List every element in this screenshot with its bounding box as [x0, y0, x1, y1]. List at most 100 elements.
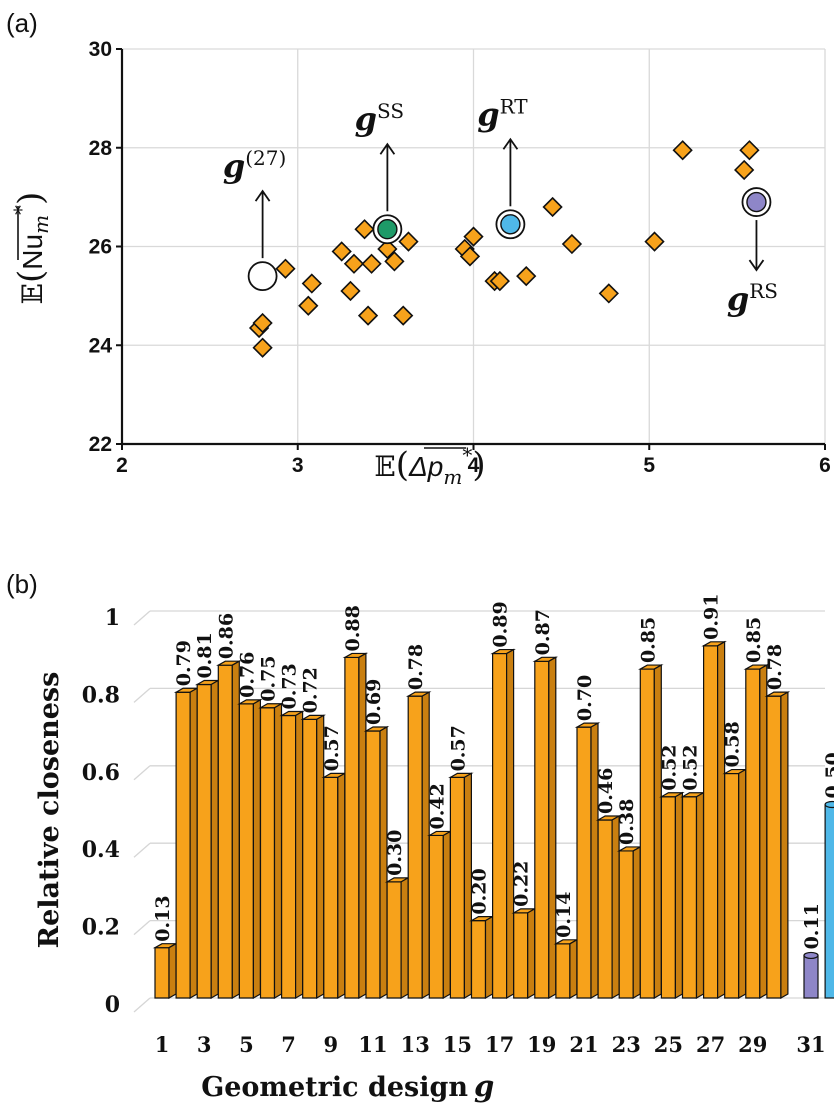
- panel-b-label: (b): [6, 569, 38, 599]
- bar-21: 0.70: [574, 675, 601, 1000]
- bar-value-label: 0.14: [553, 892, 575, 938]
- bar-x-tick-label: 7: [281, 1032, 296, 1057]
- design-point: [542, 196, 563, 218]
- bar-value-label: 0.91: [701, 594, 723, 640]
- bar-x-tick-label: 17: [485, 1032, 514, 1057]
- bar-front: [323, 776, 339, 999]
- design-point: [516, 265, 537, 287]
- bar-side: [632, 845, 641, 1000]
- panel-a-label: (a): [6, 8, 38, 38]
- bar-value-label: 0.69: [363, 679, 385, 725]
- bar-x-tick-label: 5: [239, 1032, 254, 1057]
- bar-y-tick-label: 1: [105, 605, 120, 631]
- bar-gridline-diagonal: [133, 842, 151, 858]
- bar-front: [534, 660, 550, 999]
- bar-value-label: 0.78: [405, 644, 427, 690]
- bar-side: [400, 876, 409, 1000]
- highlight-superscript: RS: [749, 279, 778, 303]
- bar-value-label: 0.81: [194, 632, 216, 678]
- bar-front: [217, 664, 233, 999]
- bar-value-label: 0.52: [680, 744, 702, 790]
- bar-front: [492, 652, 508, 999]
- bar-value-label: 0.30: [384, 830, 406, 876]
- y-tick-label: 26: [89, 236, 112, 259]
- bar-side: [674, 791, 684, 1000]
- design-point: [734, 159, 755, 181]
- design-point: [331, 241, 352, 262]
- bar-front: [470, 919, 487, 999]
- bar-32: 0.50: [822, 752, 834, 999]
- bar-side: [548, 656, 557, 1000]
- design-point: [739, 140, 760, 161]
- bar-y-axis-label: Relative closeness: [34, 672, 65, 949]
- bar-8: 0.72: [300, 667, 326, 1000]
- y-tick-label: 24: [89, 334, 113, 357]
- highlight-label: 𝒈RS: [727, 279, 778, 318]
- y-var: Nu: [17, 234, 48, 270]
- x-tick-label: 3: [292, 454, 304, 477]
- bar-front: [702, 645, 719, 999]
- bar-side: [210, 679, 219, 1000]
- bar-side: [780, 691, 789, 1000]
- bar-y-tick-label: 0: [105, 992, 120, 1018]
- bar-front: [766, 695, 782, 999]
- bar-front: [344, 656, 360, 999]
- bar-y-tick-label: 0.8: [82, 682, 120, 708]
- highlight-label: 𝒈(27): [223, 146, 286, 185]
- bar-x-tick-label: 29: [738, 1032, 767, 1057]
- bar-body: [824, 803, 834, 999]
- bar-front: [281, 714, 297, 999]
- bar-value-label: 0.57: [447, 725, 469, 771]
- x-tick-label: 2: [116, 454, 128, 477]
- bar-4: 0.86: [215, 613, 242, 1000]
- bar-x-tick-label: 19: [527, 1032, 556, 1057]
- bar-value-label: 0.22: [511, 861, 533, 907]
- bar-1: 0.13: [152, 895, 179, 1000]
- highlight-point: [500, 214, 521, 235]
- highlight-gRT: 𝒈RT: [477, 94, 528, 240]
- bar-x-tick-label: 1: [155, 1032, 170, 1057]
- bar-x-axis-label: Geometric design: [201, 1072, 468, 1103]
- bar-value-label: 0.87: [532, 609, 554, 655]
- bar-7: 0.73: [279, 663, 305, 1000]
- y-tick-label: 28: [89, 137, 113, 160]
- x-var: Δp: [408, 451, 443, 482]
- bar-x-tick-label: 23: [612, 1032, 641, 1057]
- highlight-symbol: 𝒈: [223, 147, 245, 185]
- bar-27: 0.91: [701, 594, 727, 1000]
- bar-10: 0.88: [342, 605, 369, 1000]
- highlight-symbol: 𝒈: [355, 100, 377, 138]
- bar-gridline-diagonal: [133, 765, 151, 781]
- x-tick-label: 4: [468, 454, 480, 477]
- bar-y-tick-label: 0.6: [82, 760, 120, 786]
- bar-gridline-diagonal: [133, 920, 151, 936]
- design-point: [252, 312, 273, 334]
- bar-y-tick-label: 0.4: [82, 837, 120, 863]
- bar-side: [506, 648, 515, 1000]
- design-point: [644, 231, 665, 252]
- bar-x-tick-label: 15: [443, 1032, 472, 1057]
- bar-side: [252, 698, 261, 1000]
- svg-text:𝔼(Δpm*): 𝔼(Δpm*): [374, 443, 485, 489]
- bar-side: [484, 915, 494, 1000]
- bar-6: 0.75: [258, 655, 284, 1000]
- design-point: [361, 253, 382, 274]
- bar-side: [695, 791, 705, 1000]
- bar-side: [527, 907, 536, 1000]
- x-expectation-symbol: 𝔼: [374, 450, 395, 483]
- bar-y-tick-label: 0.2: [82, 915, 120, 941]
- design-point: [275, 258, 296, 279]
- bar-body: [803, 954, 819, 999]
- bar-front: [660, 796, 677, 999]
- bar-front: [386, 881, 402, 999]
- bar-gridline-diagonal: [133, 687, 151, 703]
- bar-side: [569, 938, 578, 1000]
- bar-value-label: 0.85: [637, 617, 659, 663]
- design-point: [252, 337, 273, 358]
- bar-side: [590, 722, 599, 1000]
- bar-value-label: 0.75: [258, 655, 280, 701]
- highlight-label: 𝒈SS: [355, 99, 404, 138]
- design-point: [354, 219, 375, 240]
- bar-17: 0.89: [490, 601, 516, 1000]
